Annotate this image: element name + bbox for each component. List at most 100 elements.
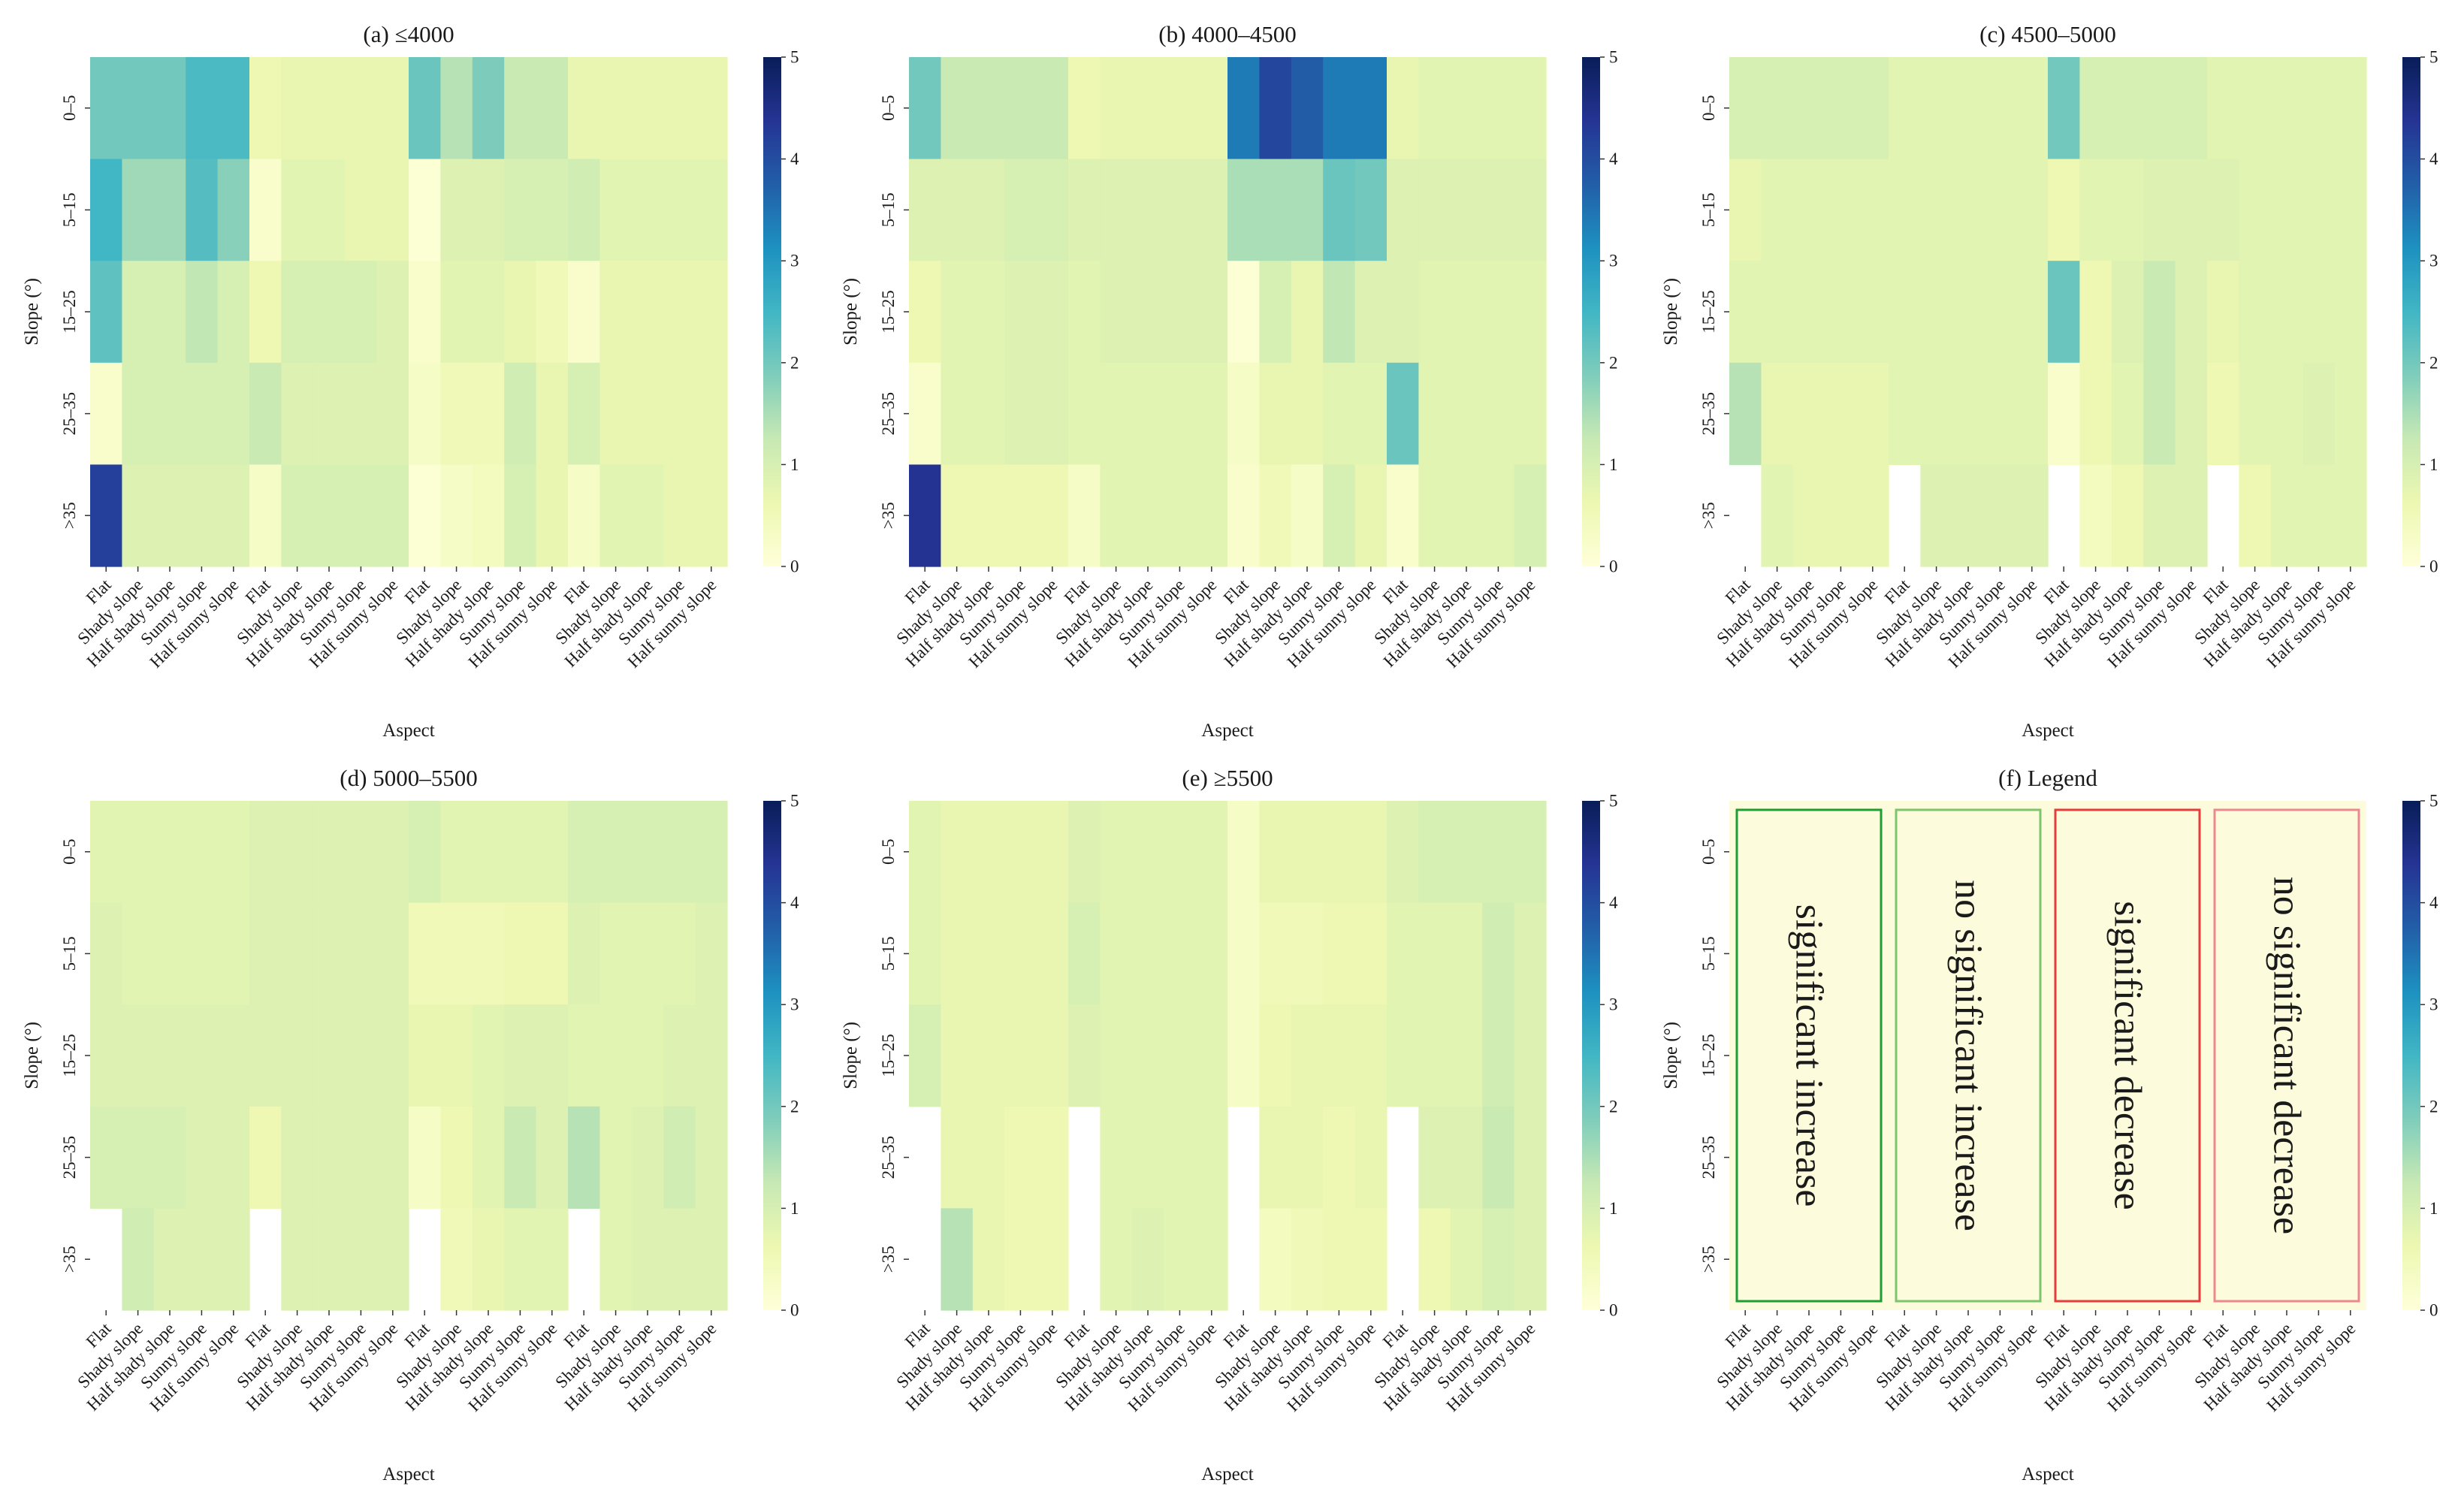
colorbar-tick-label: 0 bbox=[2429, 1301, 2438, 1320]
heatmap-cell bbox=[153, 57, 186, 160]
colorbar bbox=[763, 801, 781, 1310]
heatmap-cell bbox=[2143, 159, 2176, 261]
heatmap-cell bbox=[1514, 362, 1547, 465]
colorbar bbox=[2402, 57, 2420, 566]
legend-box bbox=[2213, 808, 2360, 1303]
heatmap-cell bbox=[1100, 1004, 1133, 1107]
heatmap-cell bbox=[1131, 362, 1164, 465]
heatmap-cell bbox=[1761, 57, 1794, 160]
heatmap-cell bbox=[1984, 464, 2017, 567]
heatmap-cell bbox=[1514, 1208, 1547, 1311]
heatmap-cell bbox=[1792, 57, 1825, 160]
heatmap-cell bbox=[1004, 1004, 1037, 1107]
y-tick-label: 5–15 bbox=[879, 192, 898, 227]
heatmap-cell bbox=[1259, 902, 1292, 1005]
y-tick-label: >35 bbox=[879, 1246, 898, 1273]
heatmap-cell bbox=[409, 261, 441, 364]
heatmap-cell bbox=[409, 801, 441, 904]
heatmap-cell bbox=[1482, 261, 1515, 364]
y-axis-label: Slope (°) bbox=[22, 1022, 42, 1089]
heatmap-cell bbox=[941, 159, 974, 261]
heatmap-cell bbox=[568, 464, 600, 567]
heatmap-cell bbox=[345, 801, 378, 904]
heatmap-cell bbox=[2207, 261, 2239, 364]
heatmap-cell bbox=[599, 801, 633, 904]
colorbar-tick-label: 5 bbox=[1609, 792, 1618, 811]
heatmap-cell bbox=[1131, 902, 1164, 1005]
heatmap-cell bbox=[1418, 1106, 1451, 1209]
heatmap-cell bbox=[1514, 1004, 1547, 1107]
heatmap-cell bbox=[1482, 902, 1515, 1005]
heatmap-cell bbox=[2239, 261, 2272, 364]
heatmap-cell bbox=[695, 261, 728, 364]
heatmap-cell bbox=[1920, 464, 1953, 567]
heatmap-cell bbox=[1100, 902, 1133, 1005]
y-tick-label: 25–35 bbox=[879, 1136, 898, 1179]
heatmap-panel-6: (f) Legend significant increase no signifi… bbox=[1661, 765, 2438, 1484]
heatmap-cell bbox=[1387, 57, 1419, 160]
heatmap-cell bbox=[1514, 464, 1547, 567]
heatmap-cell bbox=[281, 1106, 314, 1209]
heatmap-cell bbox=[1514, 159, 1547, 261]
heatmap-cell bbox=[122, 801, 155, 904]
heatmap-cell bbox=[409, 1004, 441, 1107]
heatmap-cell bbox=[1482, 464, 1515, 567]
heatmap-cell bbox=[122, 464, 155, 567]
heatmap-cell bbox=[1227, 261, 1260, 364]
heatmap-cell bbox=[1164, 464, 1197, 567]
heatmap-cell bbox=[153, 362, 186, 465]
legend-label: no significant decrease bbox=[2266, 877, 2308, 1234]
heatmap-cell bbox=[1889, 261, 1921, 364]
heatmap-cell bbox=[1036, 902, 1069, 1005]
heatmap-cell bbox=[2270, 362, 2303, 465]
heatmap-cell bbox=[631, 1106, 664, 1209]
heatmap-cell bbox=[1761, 159, 1794, 261]
heatmap-cell bbox=[1323, 801, 1356, 904]
y-axis-label: Slope (°) bbox=[1661, 278, 1681, 346]
heatmap-cell bbox=[90, 902, 122, 1005]
heatmap-cell bbox=[472, 57, 505, 160]
heatmap-cell bbox=[1450, 1208, 1483, 1311]
heatmap-cell bbox=[472, 1106, 505, 1209]
legend-label: significant decrease bbox=[2106, 901, 2149, 1210]
panel-title: (c) 4500–5000 bbox=[1979, 21, 2116, 47]
colorbar-tick-label: 4 bbox=[1609, 893, 1618, 912]
heatmap-cell bbox=[2175, 159, 2208, 261]
heatmap-cell bbox=[1131, 261, 1164, 364]
heatmap-cell bbox=[1291, 464, 1324, 567]
heatmap-cell bbox=[504, 902, 537, 1005]
colorbar bbox=[763, 57, 781, 566]
colorbar-tick-label: 0 bbox=[790, 1301, 799, 1320]
heatmap-cell bbox=[941, 1106, 974, 1209]
heatmap-cell bbox=[186, 902, 219, 1005]
heatmap-cell bbox=[376, 464, 409, 567]
heatmap-cell bbox=[2207, 57, 2239, 160]
heatmap-cell bbox=[1354, 801, 1388, 904]
heatmap-cell bbox=[972, 57, 1005, 160]
heatmap-cell bbox=[345, 159, 378, 261]
heatmap-cell bbox=[122, 902, 155, 1005]
heatmap-cell bbox=[281, 1208, 314, 1311]
heatmap-cell bbox=[281, 261, 314, 364]
heatmap-cell bbox=[1514, 1106, 1547, 1209]
heatmap-cell bbox=[1291, 1208, 1324, 1311]
heatmap-cell bbox=[90, 57, 122, 160]
heatmap-cell bbox=[1195, 261, 1228, 364]
heatmap-cell bbox=[376, 159, 409, 261]
heatmap-cell bbox=[2302, 57, 2336, 160]
heatmap-cell bbox=[249, 159, 282, 261]
x-axis-label: Aspect bbox=[382, 1464, 434, 1484]
heatmap-cell bbox=[217, 1004, 250, 1107]
heatmap-cell bbox=[2302, 464, 2336, 567]
heatmap-cell bbox=[409, 1106, 441, 1209]
colorbar-tick-label: 4 bbox=[790, 893, 799, 912]
colorbar-tick-label: 3 bbox=[790, 995, 799, 1014]
y-tick-label: 15–25 bbox=[60, 290, 79, 334]
heatmap-cell bbox=[599, 362, 633, 465]
heatmap-cell bbox=[1195, 159, 1228, 261]
heatmap-cell bbox=[536, 1106, 569, 1209]
heatmap-cell bbox=[1450, 57, 1483, 160]
heatmap-cell bbox=[1036, 801, 1069, 904]
heatmap-cell bbox=[90, 801, 122, 904]
heatmap-cell bbox=[186, 1106, 219, 1209]
